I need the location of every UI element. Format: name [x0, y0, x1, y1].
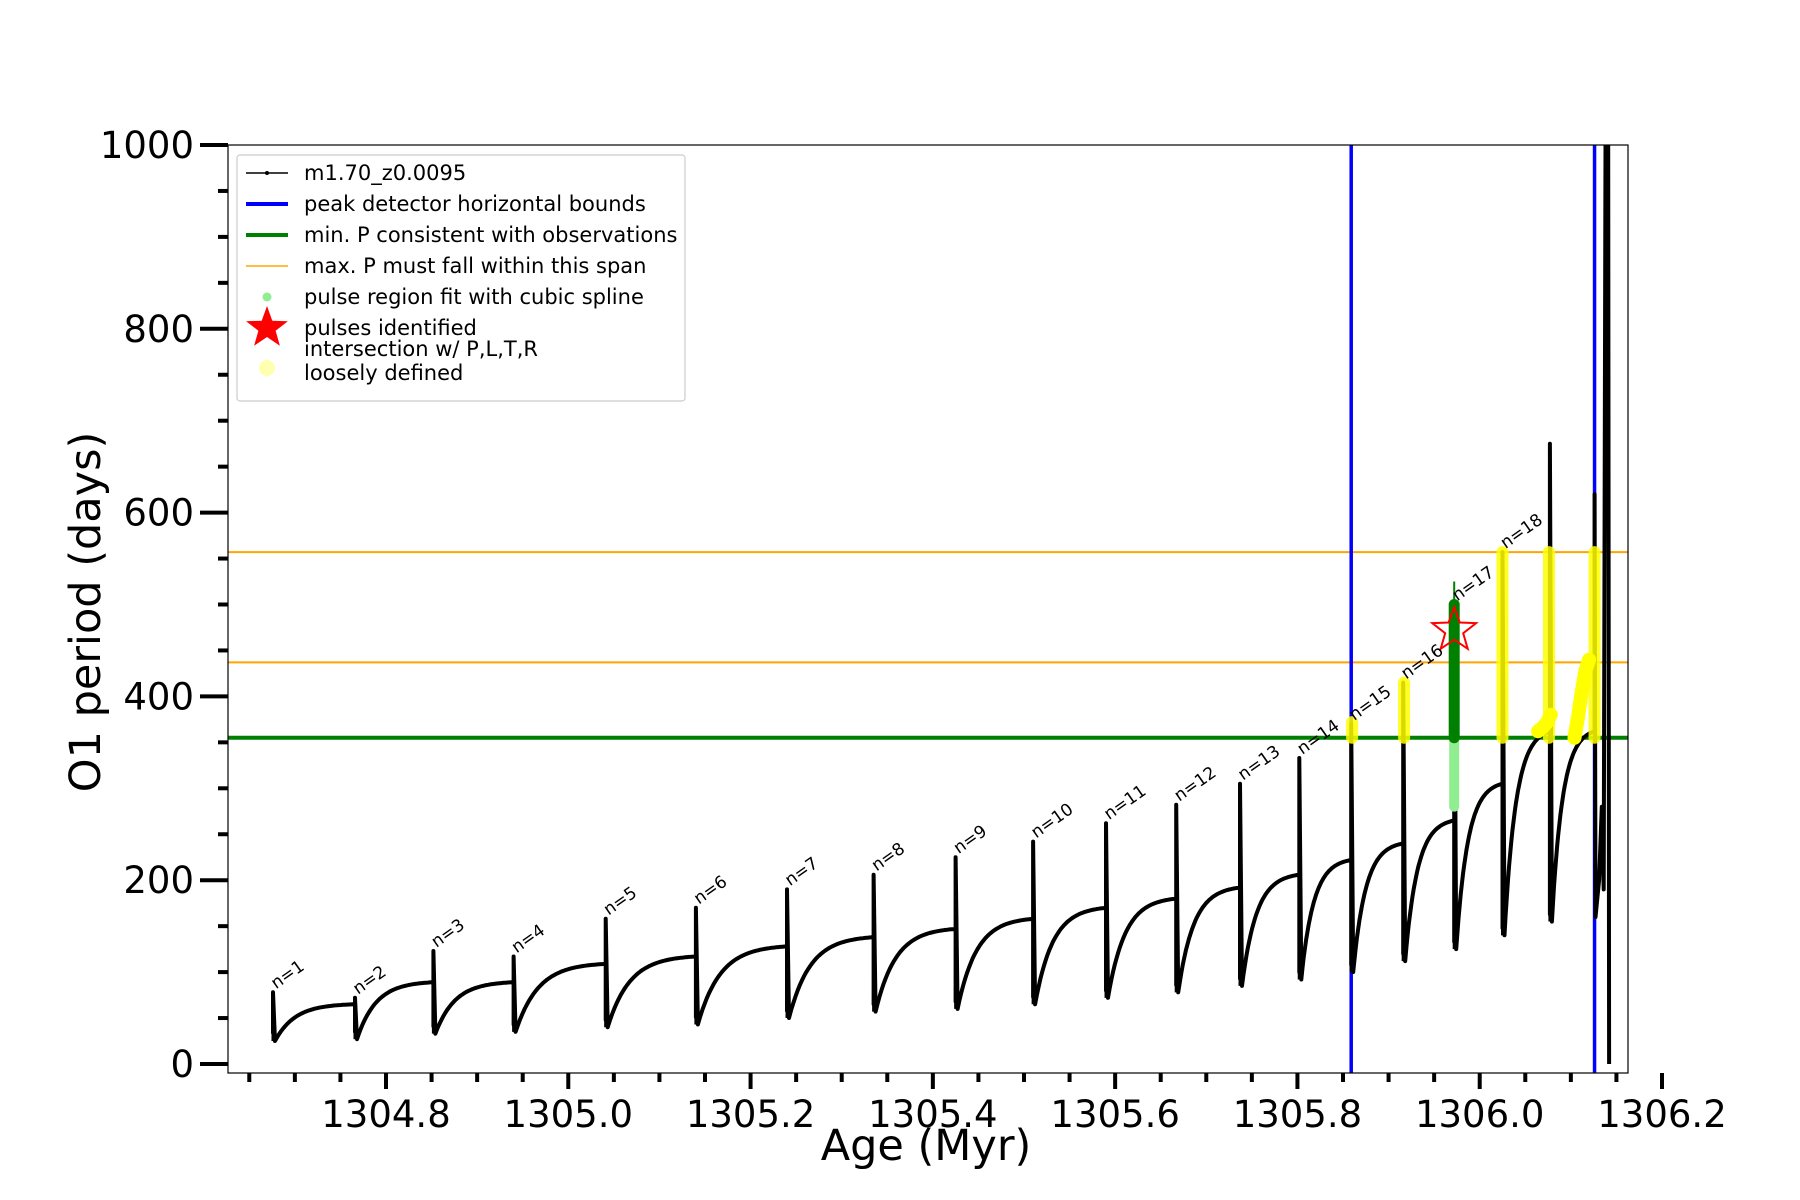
x-axis-title: Age (Myr) — [821, 1121, 1032, 1171]
pulse-label-15: n=15 — [1346, 682, 1396, 725]
pulse-label-17: n=17 — [1449, 562, 1499, 605]
y-tick-label-6: 1000 — [100, 124, 194, 167]
y-axis-title: O1 period (days) — [61, 432, 111, 793]
y-tick-label-4: 600 — [123, 492, 194, 535]
legend-label-5: pulse region fit with cubic spline — [304, 285, 644, 309]
x-tick-label-4: 1305.4 — [868, 1093, 997, 1136]
pulse-label-1: n=1 — [267, 956, 308, 993]
legend-label-3: min. P consistent with observations — [304, 223, 677, 247]
y-tick-label-2: 200 — [123, 859, 194, 902]
legend-marker-1-dot — [265, 171, 269, 175]
x-tick-label-6: 1305.8 — [1233, 1093, 1362, 1136]
pulse-label-14: n=14 — [1294, 716, 1344, 759]
pulse-label-9: n=9 — [950, 821, 991, 858]
pulse-label-3: n=3 — [428, 915, 469, 952]
loose-curve-2 — [1567, 652, 1597, 745]
plot-frame — [227, 144, 1629, 1074]
identified-pulse-star — [1429, 604, 1479, 652]
plot-content — [228, 145, 1628, 1073]
x-tick-label-7: 1306.0 — [1415, 1093, 1544, 1136]
x-axis: 1304.8 1305.0 1305.2 1305.4 1305.6 1305.8 1306… — [247, 1073, 1727, 1136]
legend-label-2: peak detector horizontal bounds — [304, 192, 646, 216]
pulse-label-6: n=6 — [690, 872, 731, 909]
x-tick-label-2: 1305.0 — [504, 1093, 633, 1136]
pulse-label-13: n=13 — [1234, 742, 1284, 785]
legend-marker-7 — [259, 360, 275, 376]
legend-label-4: max. P must fall within this span — [304, 254, 646, 278]
pulse-label-16: n=16 — [1398, 641, 1448, 684]
pulse-label-10: n=10 — [1028, 800, 1078, 843]
pulse-label-18: n=18 — [1497, 510, 1547, 553]
x-tick-label-8: 1306.2 — [1597, 1093, 1726, 1136]
y-axis: 0 200 400 600 800 1000 — [100, 124, 228, 1086]
x-tick-label-1: 1304.8 — [321, 1093, 450, 1136]
legend-label-7-2: loosely defined — [304, 361, 463, 385]
y-tick-label-5: 800 — [123, 308, 194, 351]
loose-curve-1 — [1531, 707, 1558, 739]
pulse-label-4: n=4 — [508, 921, 549, 958]
legend-marker-5 — [262, 292, 272, 302]
legend-label-7-1: intersection w/ P,L,T,R — [304, 337, 538, 361]
pulse-label-8: n=8 — [868, 839, 909, 876]
legend-marker-6 — [246, 306, 288, 346]
y-tick-label-3: 400 — [123, 675, 194, 718]
y-tick-label-1: 0 — [170, 1043, 194, 1086]
pulse-label-12: n=12 — [1171, 763, 1221, 806]
x-tick-label-3: 1305.2 — [686, 1093, 815, 1136]
pulse-label-11: n=11 — [1100, 781, 1150, 824]
legend-box — [236, 154, 686, 402]
legend-label-6: pulses identified — [304, 316, 477, 340]
pulse-label-7: n=7 — [781, 854, 822, 891]
x-tick-label-5: 1305.6 — [1050, 1093, 1179, 1136]
legend-label-1: m1.70_z0.0095 — [304, 161, 466, 186]
pulse-label-5: n=5 — [600, 883, 641, 920]
